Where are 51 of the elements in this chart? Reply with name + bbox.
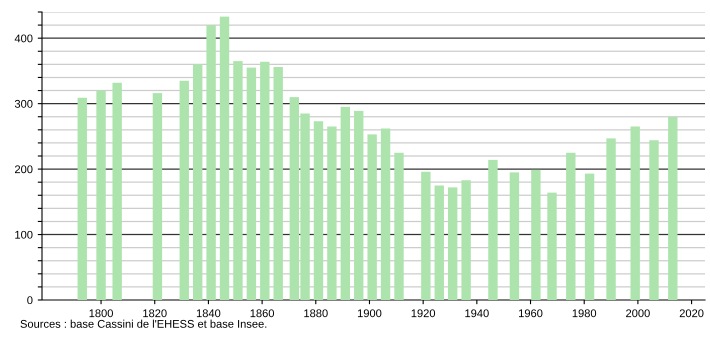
bar <box>630 126 640 300</box>
bar <box>394 152 404 300</box>
bar <box>566 152 576 300</box>
bar <box>192 64 202 300</box>
bar <box>274 66 283 300</box>
bar <box>421 172 431 300</box>
bar <box>220 16 230 300</box>
bar <box>606 138 616 300</box>
bar <box>260 62 270 300</box>
bar <box>367 134 377 300</box>
bar <box>246 68 256 300</box>
x-tick-label: 1940 <box>465 309 489 318</box>
bar <box>461 180 471 300</box>
bar <box>180 80 189 300</box>
y-tick-label: 0 <box>27 296 33 304</box>
x-tick-label: 1840 <box>196 309 220 318</box>
y-tick-label: 400 <box>14 34 33 42</box>
bar <box>354 110 364 300</box>
bar <box>380 128 390 300</box>
x-tick-label: 1800 <box>90 309 113 318</box>
x-tick-label: 1820 <box>143 309 167 318</box>
bar <box>531 170 541 300</box>
bar <box>233 61 243 300</box>
bar <box>78 98 87 300</box>
x-tick-label: 1880 <box>304 309 328 318</box>
bar <box>340 106 350 300</box>
bar <box>112 82 122 300</box>
bar <box>152 93 162 300</box>
x-tick-label: 1900 <box>358 309 382 318</box>
bar <box>327 126 337 300</box>
y-tick-label: 300 <box>14 100 33 108</box>
bar <box>649 140 659 300</box>
x-tick-label: 1860 <box>250 309 274 318</box>
x-tick-label: 2020 <box>680 309 704 318</box>
source-note: Sources : base Cassini de l'EHESS et base Insee. <box>20 320 266 328</box>
x-tick-label: 1920 <box>412 309 436 318</box>
x-tick-label: 1980 <box>572 309 596 318</box>
bar <box>510 172 520 300</box>
bar <box>547 192 557 300</box>
bar <box>434 185 444 300</box>
bar <box>206 25 216 300</box>
x-tick-label: 1960 <box>519 309 542 318</box>
bar <box>314 121 324 300</box>
bar <box>668 116 678 300</box>
bar <box>488 160 498 300</box>
bar <box>584 174 594 300</box>
y-tick-label: 200 <box>14 165 33 174</box>
x-tick-label: 2000 <box>626 309 650 318</box>
y-tick-label: 100 <box>15 230 33 239</box>
bar <box>448 187 458 300</box>
bar <box>96 90 106 300</box>
